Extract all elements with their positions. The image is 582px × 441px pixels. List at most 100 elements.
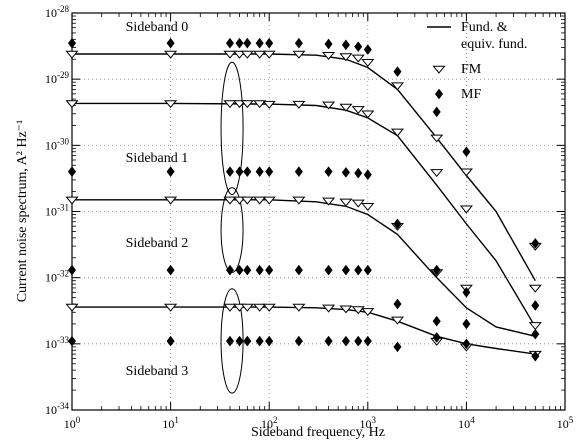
mf-point (462, 338, 471, 350)
fm-point (390, 316, 405, 325)
legend-label: MF (461, 87, 481, 102)
y-tick-label: 10-31 (45, 203, 69, 219)
mf-point (67, 335, 77, 347)
fm-point (262, 50, 276, 59)
mf-point (294, 37, 303, 49)
legend-diamond-swatch (434, 88, 444, 100)
sideband-label: Sideband 0 (126, 20, 189, 35)
mf-point (255, 335, 264, 347)
mf-point (354, 335, 363, 347)
fm-point (292, 196, 306, 205)
fm-point (240, 196, 254, 205)
fm-point (65, 303, 79, 312)
y-tick-label: 10-30 (45, 136, 69, 152)
fm-point (390, 128, 405, 137)
fm-point (223, 196, 237, 205)
fm-point (232, 196, 247, 205)
x-tick-label: 101 (162, 415, 179, 431)
fm-point (65, 50, 79, 59)
fm-point (232, 100, 247, 109)
fm-point (361, 110, 375, 119)
data-points (65, 37, 542, 362)
mf-point (354, 41, 363, 53)
mf-point (243, 37, 252, 49)
mf-point (294, 335, 303, 347)
mf-point (225, 37, 235, 49)
y-tick-label: 10-29 (45, 70, 69, 86)
fm-point (322, 304, 336, 313)
fm-point (361, 308, 375, 317)
mf-point (324, 335, 333, 347)
mf-point (462, 318, 471, 330)
fm-point (223, 303, 237, 312)
fm-point (351, 306, 365, 315)
mf-point (67, 166, 77, 178)
y-tick-label: 10-32 (45, 269, 69, 285)
mf-point (294, 264, 303, 276)
mf-point (225, 166, 235, 178)
fm-point (223, 100, 237, 109)
fm-point (232, 50, 247, 59)
mf-point (531, 237, 540, 249)
fm-point (253, 196, 267, 205)
mf-point (393, 341, 402, 353)
mf-point (225, 264, 235, 276)
fm-point (262, 196, 276, 205)
fm-point (351, 199, 365, 208)
mf-point (67, 264, 77, 276)
fm-point (292, 303, 306, 312)
sideband-label: Sideband 2 (126, 236, 189, 251)
axis-tick-labels: 100 101 102 103 104 105 10-28 10-29 10-30 10-31 10… (45, 4, 574, 431)
x-axis-title: Sideband frequency, Hz (251, 425, 385, 440)
x-tick-label: 100 (64, 415, 81, 431)
mf-point (255, 37, 264, 49)
mf-point (225, 335, 235, 347)
fund-equiv-fund-curve (72, 199, 536, 337)
fm-point (528, 322, 542, 331)
fm-point (459, 168, 473, 177)
fm-point (164, 303, 178, 312)
mf-point (243, 166, 252, 178)
grid-dots (72, 13, 565, 410)
fm-point (65, 196, 79, 205)
fm-point (223, 50, 237, 59)
fm-point (351, 54, 365, 63)
mf-point (166, 166, 175, 178)
mf-point (166, 37, 175, 49)
y-tick-label: 10-28 (45, 4, 69, 20)
fm-point (253, 100, 267, 109)
mf-point (265, 166, 274, 178)
mf-point (294, 166, 303, 178)
highlight-ellipse (220, 61, 244, 196)
mf-point (324, 38, 333, 50)
mf-point (354, 264, 363, 276)
fm-point (262, 303, 276, 312)
legend-triangle-swatch (432, 65, 446, 74)
mf-point (432, 332, 441, 343)
fm-point (361, 59, 375, 68)
fm-point (528, 284, 542, 293)
mf-point (67, 37, 77, 49)
mf-point (265, 37, 274, 49)
mf-point (531, 328, 540, 340)
mf-point (363, 169, 372, 181)
mf-point (166, 264, 175, 276)
fm-point (322, 197, 336, 206)
mf-point (432, 106, 441, 118)
fm-point (322, 52, 336, 60)
y-tick-label: 10-33 (45, 335, 69, 351)
mf-point (393, 298, 402, 310)
y-tick-label: 10-34 (45, 401, 69, 417)
fm-point (164, 50, 178, 59)
fm-point (339, 305, 353, 314)
fm-point (240, 100, 254, 109)
plot-frame (71, 12, 566, 411)
legend-label: equiv. fund. (461, 37, 527, 52)
mf-point (166, 335, 175, 347)
legend: Fund. & equiv. fund. FM MF (427, 20, 527, 102)
mf-point (363, 335, 372, 347)
fm-point (339, 103, 353, 112)
fm-point (240, 303, 254, 312)
legend-label: FM (461, 62, 482, 77)
legend-label: Fund. & (461, 20, 508, 35)
